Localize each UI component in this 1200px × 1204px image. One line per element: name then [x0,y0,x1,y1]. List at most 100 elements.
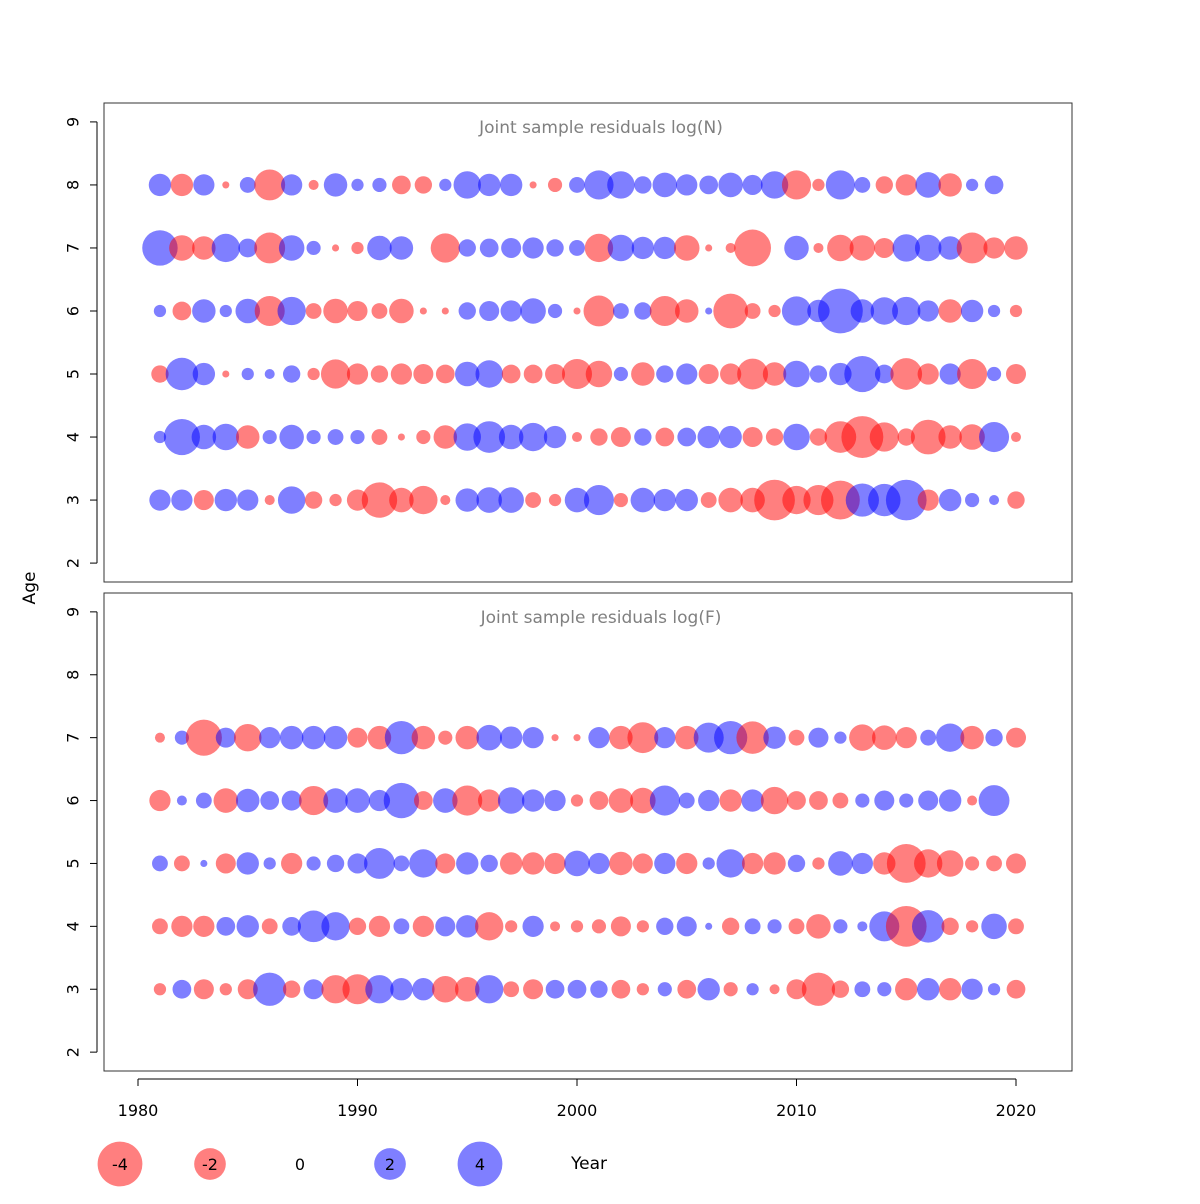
residual-bubble [234,723,262,752]
residual-bubble [455,725,479,750]
residual-bubble [439,178,452,192]
residual-bubble [844,355,881,393]
residual-bubble [939,363,961,385]
residual-bubble [264,369,275,380]
residual-bubble [193,490,214,511]
residual-bubble [323,725,348,750]
residual-bubble [676,363,698,385]
residual-bubble [389,487,414,513]
residual-bubble [383,782,420,819]
residual-bubble [609,851,633,876]
residual-bubble [237,489,259,511]
residual-bubble [478,173,501,197]
residual-bubble [634,428,652,446]
residual-bubble [239,177,256,193]
y-tick-label: 7 [64,733,83,743]
residual-bubble [416,429,431,445]
residual-bubble [718,487,743,513]
y-tick-label: 6 [64,795,83,805]
residual-bubble [213,788,239,813]
residual-bubble [767,919,782,934]
residual-bubble [610,916,631,937]
residual-bubble [174,730,189,745]
residual-bubble [547,303,563,319]
residual-bubble [654,852,676,875]
residual-bubble [649,785,680,816]
residual-bubble [788,918,805,935]
residual-bubble [725,242,736,253]
residual-bubble [569,177,585,193]
residual-bubble [1005,727,1027,748]
residual-bubble [263,857,276,870]
residual-bubble [544,789,566,812]
residual-bubble [630,487,656,513]
residual-bubble [262,429,277,445]
residual-bubble [915,172,941,198]
residual-bubble [983,237,1005,259]
residual-bubble [981,913,1007,940]
residual-bubble [260,791,280,810]
residual-bubble [653,488,676,512]
residual-bubble [521,852,545,875]
residual-bubble [306,856,321,871]
legend-bubble [194,1148,226,1180]
residual-bubble [636,920,649,933]
residual-bubble [282,916,302,936]
residual-bubble [675,299,699,323]
residual-bubble [438,730,453,745]
residual-bubble [551,734,559,742]
residual-bubble [523,979,544,1000]
residual-bubble [215,727,236,748]
residual-bubble [153,430,167,444]
x-axis-title: Year [570,1154,607,1174]
y-tick-label: 5 [64,369,83,379]
residual-bubble [219,304,232,318]
y-tick-label: 3 [64,495,83,505]
residual-bubble [149,789,171,812]
residual-bubble [347,853,368,874]
residual-bubble [877,982,892,997]
residual-bubble [253,972,287,1006]
residual-bubble [169,235,195,261]
residual-bubble [529,181,537,189]
residual-bubble [1006,979,1026,999]
residual-bubble [857,921,868,932]
residual-bubble [636,983,649,996]
residual-bubble [965,178,979,192]
residual-bubble [917,978,940,1001]
residual-bubble [583,295,615,327]
residual-bubble [627,722,659,754]
residual-bubble [734,229,772,267]
residual-bubble [298,785,329,816]
y-tick-label: 2 [64,558,83,568]
residual-bubble [960,725,984,750]
residual-bubble [678,792,695,809]
legend-bubble [374,1148,406,1180]
residual-bubble [236,852,259,875]
residual-bubble [1008,918,1024,935]
y-tick-label: 4 [64,921,83,931]
residual-bubble [435,853,456,874]
residual-bubble [306,429,321,445]
residual-bubble [476,487,502,513]
residual-bubble [676,174,698,196]
residual-bubble [655,427,675,447]
residual-bubble [547,177,563,193]
residual-bubble [783,423,810,451]
y-axis-title: Age [20,572,40,605]
residual-bubble [304,491,323,509]
residual-bubble [222,370,230,378]
residual-bubble [212,423,240,451]
residual-bubble [499,852,523,875]
residual-bubble [397,433,405,441]
residual-bubble [435,364,455,384]
y-tick-label: 8 [64,180,83,190]
residual-bubble [543,425,567,449]
residual-bubble [367,725,392,750]
residual-bubble [675,725,699,750]
residual-bubble [277,296,306,326]
residual-bubble [589,791,609,810]
residual-bubble [698,789,720,812]
residual-bubble [656,917,674,936]
residual-bubble [452,785,483,816]
